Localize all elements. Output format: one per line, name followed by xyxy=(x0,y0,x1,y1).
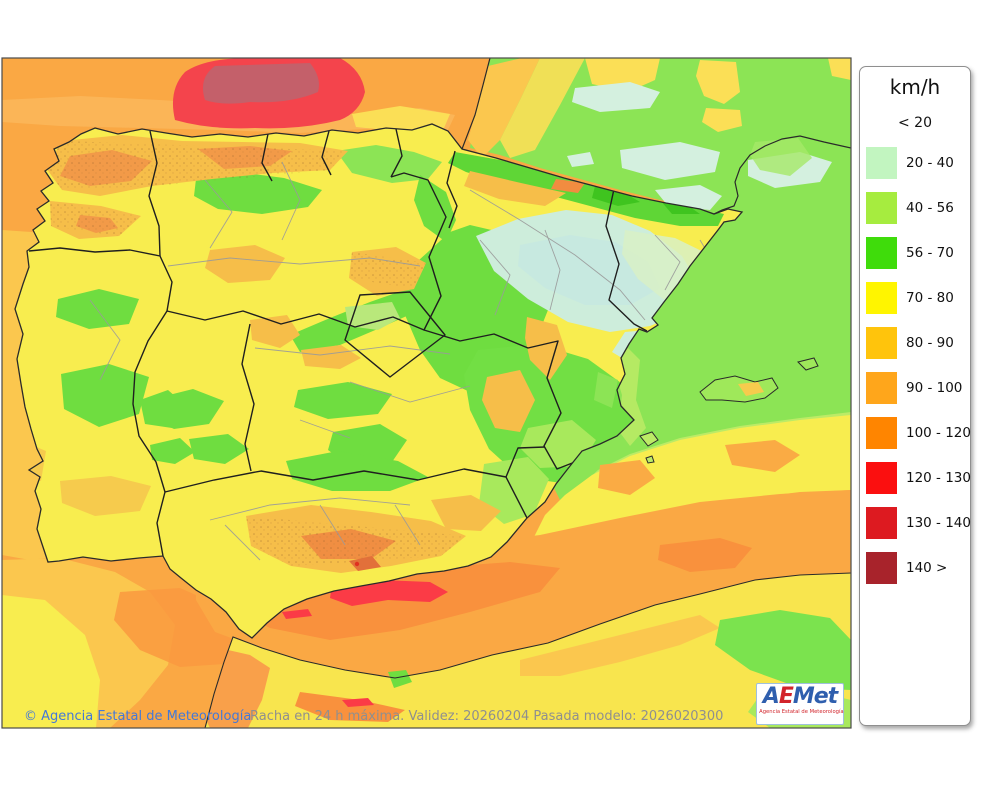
legend-entry: 140 > xyxy=(860,546,970,591)
legend-label: 120 - 130 xyxy=(906,470,971,486)
legend-label: 130 - 140 xyxy=(906,515,971,531)
legend-entry-lt20: < 20 xyxy=(898,115,932,131)
logo-letter: E xyxy=(778,684,794,709)
legend-entry: 70 - 80 xyxy=(860,276,970,321)
legend-swatch xyxy=(866,192,897,224)
legend-label: 100 - 120 xyxy=(906,425,971,441)
legend-label: 20 - 40 xyxy=(906,155,954,171)
legend-entry: 90 - 100 xyxy=(860,366,970,411)
map-caption: Racha en 24 h máxima. Validez: 20260204 … xyxy=(250,709,724,724)
legend-entry: 56 - 70 xyxy=(860,231,970,276)
copyright-text: © Agencia Estatal de Meteorología xyxy=(24,709,252,724)
logo-letter: A xyxy=(762,684,780,709)
legend-swatch xyxy=(866,237,897,269)
logo-letter: t xyxy=(827,684,838,709)
legend-entries: 20 - 40 40 - 56 56 - 70 70 - 80 80 - 90 90 - … xyxy=(860,141,971,591)
legend-swatch xyxy=(866,507,897,539)
legend-entry: 130 - 140 xyxy=(860,501,971,546)
legend-title: km/h xyxy=(889,75,941,99)
aemet-tagline: Agencia Estatal de Meteorología xyxy=(759,709,844,715)
legend-entry: 40 - 56 xyxy=(860,186,970,231)
legend-panel: km/h < 20 20 - 40 40 - 56 56 - 70 70 - 80 80… xyxy=(859,66,971,726)
legend-label: 80 - 90 xyxy=(906,335,954,351)
legend-swatch xyxy=(866,552,897,584)
legend-swatch xyxy=(866,372,897,404)
legend-entry: 80 - 90 xyxy=(860,321,970,366)
legend-entry: 100 - 120 xyxy=(860,411,971,456)
legend-label: 140 > xyxy=(906,560,948,576)
legend-swatch xyxy=(866,282,897,314)
logo-letter: e xyxy=(813,684,829,709)
logo-letter: M xyxy=(792,684,815,709)
legend-swatch xyxy=(866,462,897,494)
legend-swatch xyxy=(866,147,897,179)
legend-label: 90 - 100 xyxy=(906,380,963,396)
legend-swatch xyxy=(866,327,897,359)
legend-label: 56 - 70 xyxy=(906,245,954,261)
legend-entry: 20 - 40 xyxy=(860,141,970,186)
legend-label: 40 - 56 xyxy=(906,200,954,216)
legend-label: 70 - 80 xyxy=(906,290,954,306)
aemet-logo: AEMet Agencia Estatal de Meteorología xyxy=(756,683,844,725)
legend-entry: 120 - 130 xyxy=(860,456,971,501)
legend-swatch xyxy=(866,417,897,449)
aemet-wordmark: AEMet xyxy=(757,685,843,709)
